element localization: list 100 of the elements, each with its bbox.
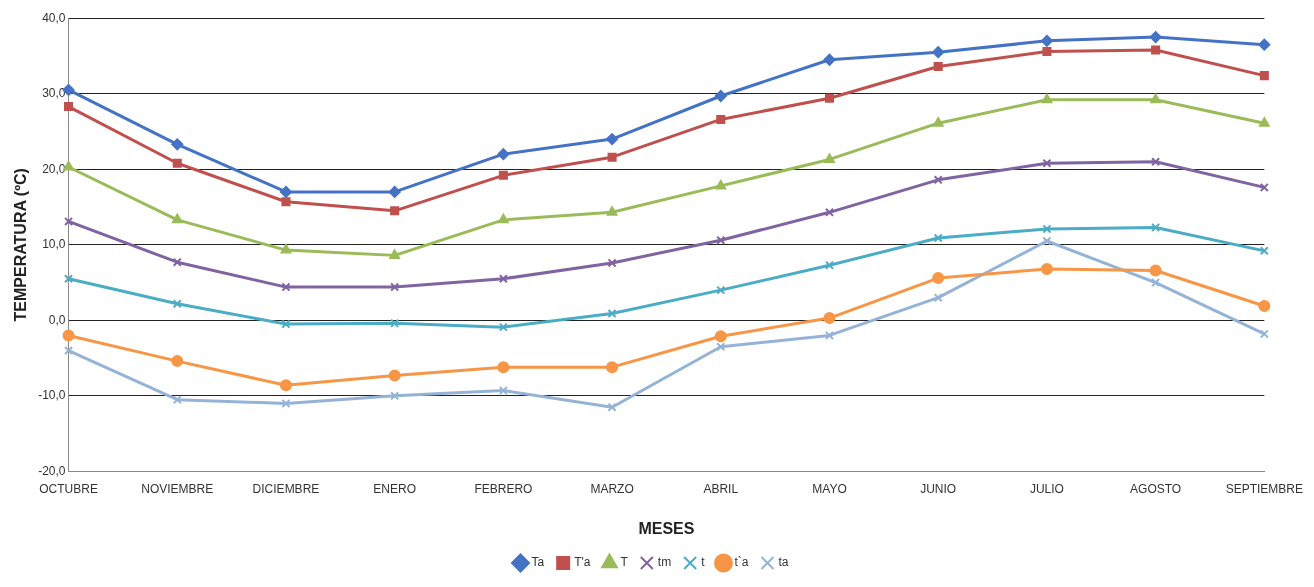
point — [716, 114, 726, 124]
point — [1151, 222, 1161, 232]
point — [607, 309, 617, 319]
point — [498, 274, 508, 284]
x-tick-label: NOVIEMBRE — [141, 481, 214, 496]
point — [715, 179, 727, 190]
point — [933, 175, 943, 185]
x-tick-label: MARZO — [590, 481, 634, 496]
point — [607, 402, 617, 412]
y-tick-label: -10,0 — [38, 388, 66, 403]
point — [1040, 34, 1053, 47]
point — [1259, 329, 1269, 339]
point — [1149, 31, 1162, 44]
point — [498, 213, 509, 224]
x-tick-label: OCTUBRE — [39, 481, 98, 496]
x-axis-title: MESES — [638, 519, 695, 537]
point — [1149, 264, 1162, 277]
point — [824, 260, 835, 270]
y-tick-label: 10,0 — [42, 237, 66, 252]
point — [388, 369, 401, 382]
point — [172, 257, 182, 267]
point — [933, 293, 943, 303]
point — [171, 213, 183, 224]
y-tick-label: 0,0 — [48, 312, 66, 327]
point — [607, 258, 617, 268]
legend-label: T'a — [574, 555, 591, 570]
point — [497, 361, 510, 374]
point — [1041, 93, 1053, 104]
point — [172, 299, 182, 309]
x-tick-label: JUNIO — [920, 481, 957, 496]
point — [171, 138, 184, 151]
point — [1151, 278, 1161, 288]
point — [62, 329, 75, 342]
point — [281, 319, 291, 329]
point — [498, 322, 508, 332]
y-tick-label: 20,0 — [42, 161, 66, 176]
point — [823, 53, 836, 66]
point — [498, 386, 508, 396]
x-tick-label: AGOSTO — [1130, 481, 1182, 496]
point — [1259, 71, 1269, 81]
point — [1150, 93, 1161, 104]
x-tick-label: MAYO — [812, 481, 847, 496]
point — [1259, 182, 1269, 192]
point — [1259, 246, 1269, 256]
point — [933, 233, 943, 243]
point — [932, 46, 945, 59]
y-tick-label: -20,0 — [38, 463, 66, 478]
point — [280, 244, 292, 254]
y-axis-title: TEMPERATURA (ºC) — [12, 168, 30, 322]
x-tick-label: JULIO — [1029, 481, 1064, 496]
point — [714, 330, 727, 343]
point — [716, 235, 726, 245]
point — [606, 206, 618, 216]
point — [281, 398, 291, 408]
point — [714, 90, 727, 102]
point — [824, 207, 835, 217]
point — [64, 346, 74, 356]
point — [390, 318, 400, 328]
point — [281, 282, 291, 292]
x-tick-label: DICIEMBRE — [252, 481, 320, 496]
point — [279, 185, 292, 198]
point — [279, 379, 292, 392]
point — [606, 361, 619, 374]
point — [498, 170, 508, 180]
legend-label: ta — [778, 555, 789, 570]
point — [172, 158, 182, 168]
point — [824, 330, 835, 340]
x-tick-label: FEBRERO — [474, 481, 533, 496]
point — [1151, 157, 1161, 167]
x-tick-label: ENERO — [373, 481, 417, 496]
point — [932, 117, 944, 127]
point — [64, 274, 74, 284]
legend-label: Ta — [531, 555, 545, 570]
point — [388, 185, 401, 198]
legend-label: T — [620, 555, 629, 570]
point — [1040, 262, 1053, 275]
point — [1258, 117, 1270, 127]
point — [716, 285, 726, 295]
point — [497, 148, 510, 161]
point — [64, 216, 74, 226]
point — [390, 282, 400, 292]
point — [281, 197, 291, 207]
point — [389, 249, 400, 259]
point — [1042, 158, 1052, 168]
point — [171, 355, 184, 368]
point — [1042, 236, 1052, 246]
point — [932, 272, 945, 285]
legend-label: t`a — [734, 555, 749, 570]
point — [172, 395, 182, 405]
point — [390, 391, 400, 401]
point — [64, 102, 74, 112]
x-tick-label: SEPTIEMBRE — [1225, 481, 1303, 496]
point — [1258, 38, 1271, 51]
point — [1151, 45, 1161, 55]
point — [1042, 224, 1052, 234]
point — [824, 93, 835, 103]
x-tick-label: ABRIL — [703, 481, 739, 496]
point — [716, 342, 726, 352]
point — [607, 152, 617, 162]
y-tick-label: 40,0 — [42, 10, 66, 25]
